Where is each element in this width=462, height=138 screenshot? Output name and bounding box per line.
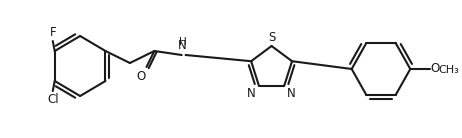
Text: Cl: Cl [47, 93, 59, 106]
Text: N: N [247, 87, 256, 100]
Text: S: S [268, 31, 275, 44]
Text: N: N [178, 39, 187, 52]
Text: CH₃: CH₃ [438, 65, 459, 75]
Text: F: F [49, 26, 56, 39]
Text: N: N [287, 87, 296, 100]
Text: O: O [136, 70, 145, 83]
Text: H: H [179, 37, 187, 47]
Text: O: O [431, 63, 440, 75]
